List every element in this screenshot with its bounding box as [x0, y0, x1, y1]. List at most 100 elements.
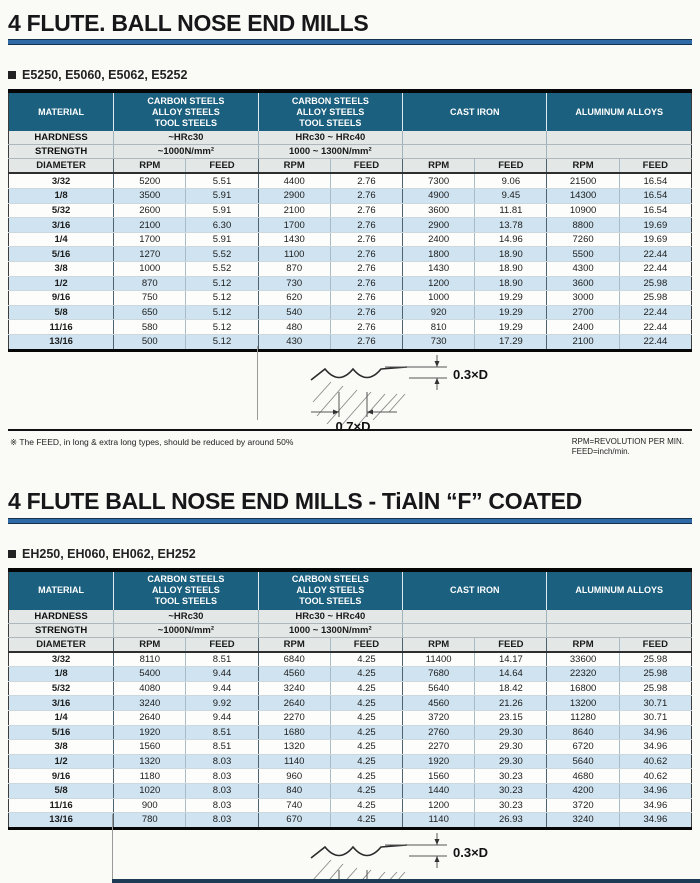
feed-cell: 11.81 — [474, 203, 548, 219]
feed-cell: 2.76 — [330, 276, 404, 292]
rpm-cell: 3600 — [546, 276, 620, 292]
rpm-cell: 670 — [258, 812, 331, 829]
hardness-value: HRc30 ~ HRc40 — [258, 609, 404, 624]
group-header: ALUMINUM ALLOYS — [546, 569, 692, 610]
strength-value: 1000 ~ 1300N/mm² — [258, 144, 404, 160]
feed-cell: 18.90 — [474, 276, 548, 292]
feed-cell: 5.12 — [185, 319, 259, 335]
square-bullet-icon — [8, 549, 16, 558]
feed-cell: 25.98 — [619, 290, 692, 306]
rpm-cell: 13200 — [546, 695, 620, 711]
strength-value — [402, 144, 548, 160]
rpm-cell: 5200 — [113, 173, 187, 190]
rpm-cell: 2270 — [402, 739, 476, 755]
table-row: 1/8 3500 5.91 2900 2.76 4900 9.45 14300 16.54 — [8, 188, 692, 204]
rpm-cell: 3000 — [546, 290, 620, 306]
diameter-cell: 13/16 — [8, 334, 115, 351]
feed-cell: 30.71 — [619, 695, 692, 711]
table-row: 11/16 580 5.12 480 2.76 810 19.29 2400 22.44 — [8, 319, 692, 335]
strength-label: STRENGTH — [8, 623, 115, 638]
feed-cell: 9.44 — [185, 710, 259, 726]
feed-cell: 25.98 — [619, 681, 692, 697]
feed-cell: 5.51 — [185, 173, 259, 190]
feed-cell: 5.12 — [185, 334, 259, 351]
feed-cell: 4.25 — [330, 651, 404, 668]
series-line-1: E5250, E5060, E5062, E5252 — [8, 68, 692, 82]
strength-value — [546, 623, 692, 638]
arrow-up-icon — [434, 855, 440, 862]
feed-cell: 6.30 — [185, 217, 259, 233]
feed-cell: 4.25 — [330, 768, 404, 784]
feed-col-header: FEED — [619, 158, 692, 175]
feed-cell: 8.03 — [185, 798, 259, 814]
rpm-cell: 3240 — [258, 681, 331, 697]
rpm-cell: 1440 — [402, 783, 476, 799]
feed-col-header: FEED — [474, 158, 548, 175]
table-row: 9/16 1180 8.03 960 4.25 1560 30.23 4680 40.62 — [8, 768, 692, 784]
rpm-cell: 730 — [258, 276, 331, 292]
rpm-cell: 6840 — [258, 651, 331, 668]
hardness-value: ~HRc30 — [113, 609, 259, 624]
legend: RPM=REVOLUTION PER MIN. FEED=inch/min. — [572, 437, 690, 459]
feed-col-header: FEED — [330, 637, 404, 653]
scallop-diagram-svg: 0.3×D 0.7×D — [310, 354, 488, 434]
stepover-label: 0.7×D — [335, 419, 370, 434]
rpm-cell: 650 — [113, 305, 187, 321]
feed-cell: 30.23 — [474, 768, 548, 784]
diameter-cell: 3/8 — [8, 739, 115, 755]
rpm-cell: 3720 — [546, 798, 620, 814]
rpm-cell: 1270 — [113, 246, 187, 262]
rpm-cell: 1920 — [402, 754, 476, 770]
feed-cell: 9.06 — [474, 173, 548, 190]
scan-artifact-line — [257, 346, 258, 420]
feed-cell: 34.96 — [619, 783, 692, 799]
stepover-dimension — [311, 391, 397, 417]
table-row: 3/32 5200 5.51 4400 2.76 7300 9.06 21500 16.54 — [8, 173, 692, 190]
rpm-col-header: RPM — [258, 637, 331, 653]
rpm-cell: 780 — [113, 812, 187, 829]
rpm-cell: 7680 — [402, 666, 476, 682]
feed-cell: 19.69 — [619, 217, 692, 233]
feed-cell: 25.98 — [619, 276, 692, 292]
rpm-cell: 900 — [113, 798, 187, 814]
rpm-cell: 740 — [258, 798, 331, 814]
rpm-cell: 4400 — [258, 173, 331, 190]
feed-cell: 4.25 — [330, 725, 404, 741]
feed-cell: 9.45 — [474, 188, 548, 204]
feed-col-header: FEED — [185, 637, 259, 653]
rpm-cell: 4900 — [402, 188, 476, 204]
rpm-cell: 14300 — [546, 188, 620, 204]
rpm-cell: 4680 — [546, 768, 620, 784]
feed-cell: 2.76 — [330, 232, 404, 248]
rpm-cell: 1200 — [402, 276, 476, 292]
column-header-row: DIAMETER RPM FEED RPM FEED RPM FEED RPM … — [8, 637, 692, 653]
hardness-value: HRc30 ~ HRc40 — [258, 131, 404, 146]
feed-cell: 19.29 — [474, 305, 548, 321]
feed-cell: 5.52 — [185, 261, 259, 277]
rpm-cell: 33600 — [546, 651, 620, 668]
rpm-cell: 5400 — [113, 666, 187, 682]
feed-cell: 34.96 — [619, 725, 692, 741]
rpm-cell: 1560 — [113, 739, 187, 755]
rpm-cell: 1000 — [113, 261, 187, 277]
rpm-cell: 5500 — [546, 246, 620, 262]
hardness-label: HARDNESS — [8, 609, 115, 624]
material-header-row: MATERIAL CARBON STEELS ALLOY STEELS TOOL… — [8, 91, 692, 132]
footnote-1: ※ The FEED, in long & extra long types, … — [8, 431, 692, 459]
strength-value: 1000 ~ 1300N/mm² — [258, 623, 404, 638]
rpm-cell: 16800 — [546, 681, 620, 697]
depth-label: 0.3×D — [453, 367, 488, 382]
rpm-cell: 3240 — [113, 695, 187, 711]
diameter-cell: 3/8 — [8, 261, 115, 277]
rpm-cell: 1100 — [258, 246, 331, 262]
feed-cell: 5.12 — [185, 290, 259, 306]
feed-cell: 8.03 — [185, 754, 259, 770]
diameter-cell: 1/8 — [8, 666, 115, 682]
feed-cell: 21.26 — [474, 695, 548, 711]
rpm-cell: 3500 — [113, 188, 187, 204]
table-row: 3/8 1560 8.51 1320 4.25 2270 29.30 6720 34.96 — [8, 739, 692, 755]
rpm-cell: 1140 — [258, 754, 331, 770]
table-row: 1/4 2640 9.44 2270 4.25 3720 23.15 11280 30.71 — [8, 710, 692, 726]
rpm-cell: 10900 — [546, 203, 620, 219]
legend-feed: FEED=inch/min. — [571, 447, 630, 457]
